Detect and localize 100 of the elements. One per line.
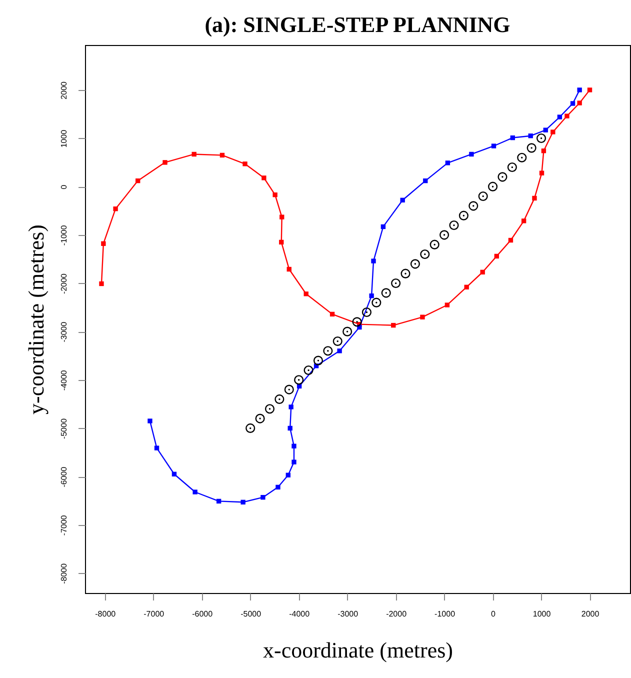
point [260,494,266,500]
point [570,101,576,106]
point [332,336,342,346]
y-tick-label: -3000 [60,321,68,342]
point [288,404,294,410]
point [550,130,556,134]
x-tick-label: 2000 [581,610,600,618]
point [491,144,496,148]
x-tick-label: -8000 [95,610,116,618]
point [494,254,500,259]
point [337,348,342,354]
point [255,414,265,424]
point [458,210,468,220]
y-tick-label: -6000 [60,466,68,488]
point [444,302,450,308]
point [362,307,372,318]
point [468,201,478,211]
x-tick-label: -2000 [386,610,408,618]
point [423,178,428,184]
point [242,162,248,166]
y-tick-label: -4000 [60,370,68,391]
point [557,114,562,120]
x-tick-label: -6000 [192,610,214,618]
point [469,152,474,157]
point [391,322,396,328]
x-axis-title: x-coordinate (metres) [263,638,453,662]
point [286,266,292,272]
point [420,249,430,260]
y-tick-label: 2000 [60,80,68,100]
point [420,314,425,320]
point [276,484,280,490]
y-tick-label: 0 [60,184,68,190]
point [136,178,140,184]
point [279,240,284,245]
point [371,258,376,264]
point [162,160,168,165]
point [577,100,582,106]
point [430,240,440,250]
point [372,298,382,308]
point [313,356,324,366]
point [526,143,536,153]
point [464,284,469,290]
point [587,88,592,92]
point [288,426,292,431]
point [342,326,352,336]
point [323,346,333,356]
y-axis-title: y-coordinate (metres) [24,224,48,414]
point [280,214,284,220]
point [284,384,294,394]
point [440,230,450,240]
point [445,160,450,166]
point [410,259,420,269]
point [400,198,405,202]
point [498,172,508,182]
point [508,238,514,243]
point [304,292,308,296]
x-tick-label: -3000 [338,610,359,618]
point [400,268,410,278]
y-tick-label: -8000 [60,562,68,584]
point [380,224,386,230]
y-tick-label: -1000 [60,224,68,246]
point [292,460,296,464]
y-tick-label: -5000 [60,418,68,439]
point [286,472,291,478]
point [507,162,517,172]
point [274,394,284,404]
y-tick-label: -7000 [60,514,68,536]
point [532,196,537,201]
point [391,278,401,288]
point [330,312,335,317]
point [536,133,546,144]
point [369,293,374,298]
point [220,152,225,158]
point [154,446,160,450]
chart-title: (a): SINGLE-STEP PLANNING [204,12,510,37]
point [304,365,314,375]
point [101,241,106,246]
point [564,114,570,118]
point [577,88,582,92]
point [113,206,118,212]
point [246,423,256,433]
point [262,176,266,180]
point [192,490,198,494]
point [521,218,526,224]
y-tick-label: 1000 [60,129,68,148]
point [294,375,304,385]
x-tick-label: -7000 [144,610,165,618]
y-tick-label: -2000 [60,272,68,294]
point [381,288,391,298]
point [510,135,516,140]
point [480,270,485,274]
x-tick-label: 0 [491,610,496,618]
x-tick-label: -5000 [240,610,262,618]
point [539,170,544,176]
point [148,418,152,424]
point [240,500,246,504]
point [216,498,222,504]
x-tick-label: -1000 [434,610,456,618]
point [292,444,296,448]
x-tick-label: -4000 [289,610,310,618]
